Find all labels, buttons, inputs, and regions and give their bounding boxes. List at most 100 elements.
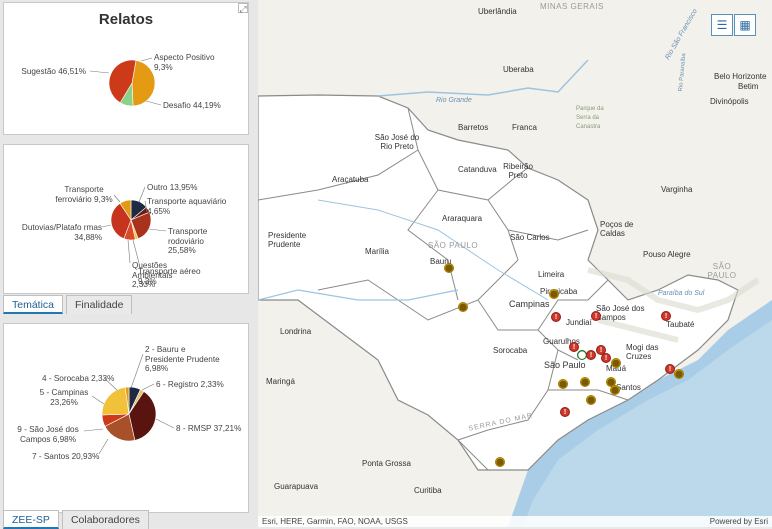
map-marker[interactable]: ⬤ [610, 385, 620, 395]
zee-pie-chart[interactable] [4, 324, 250, 514]
map-marker[interactable]: ⬤ [558, 379, 568, 389]
leader-line [138, 186, 146, 203]
leader-line [144, 200, 148, 213]
label-outro: Outro 13,95% [147, 183, 198, 192]
map-city-limeira: Limeira [538, 270, 565, 279]
map-marker[interactable]: ⬤ [549, 289, 559, 299]
map-city-londrina: Londrina [280, 327, 312, 336]
map-city-saopaulo: São Paulo [544, 360, 586, 370]
map-river-paraiba: Paraíba do Sul [658, 290, 705, 297]
label-sjc: 9 - São José dos Campos 6,98% [17, 425, 79, 444]
map-city-guarapuava: Guarapuava [274, 482, 319, 491]
map-city-pousoalegre: Pouso Alegre [643, 250, 691, 259]
leader-line [148, 228, 167, 232]
map-city-uberaba: Uberaba [503, 65, 534, 74]
powered-by-esri[interactable]: Powered by Esri [709, 517, 768, 526]
map-marker[interactable]: ! [586, 350, 596, 360]
leader-line [132, 239, 140, 264]
map-marker[interactable]: ⬤ [458, 302, 468, 312]
relatos-chart-panel: Relatos ⤢ Sugestão 46,51% Aspecto Positi… [3, 2, 249, 135]
label-santos: 7 - Santos 20,93% [32, 452, 100, 461]
map-city-guarulhos: Guarulhos [543, 337, 580, 346]
basemap-button[interactable]: ▦ [734, 14, 756, 36]
map-marker[interactable]: ! [560, 407, 570, 417]
pie-slice-7-santos[interactable] [104, 413, 136, 442]
map-city-araraquara: Araraquara [442, 214, 483, 223]
map-marker[interactable]: ! [601, 353, 611, 363]
map-city-bauru: Bauru [430, 257, 452, 266]
leader-line [103, 377, 118, 391]
map-marker[interactable]: ⬤ [580, 377, 590, 387]
map-city-pp: Presidente Prudente [268, 231, 307, 249]
map-river-riogrande: Rio Grande [436, 97, 472, 104]
rio-tiete [317, 199, 549, 301]
left-panel: Relatos ⤢ Sugestão 46,51% Aspecto Positi… [0, 0, 258, 529]
pie-slice-transporte-ferrovi-rio[interactable] [119, 199, 132, 221]
map-marker[interactable]: ⬤ [611, 358, 621, 368]
relatos-pie-chart[interactable] [4, 3, 250, 136]
label-desafio: Desafio 44,19% [163, 101, 221, 110]
pie-slice-transporte-rodovi-rio[interactable] [130, 211, 152, 240]
pie-slice-dutovias-plataformas[interactable] [110, 202, 132, 240]
map-city-santos: Santos [616, 383, 641, 392]
pie-slice-sugest-o[interactable] [131, 60, 156, 107]
leader-line [113, 194, 121, 203]
legend-button[interactable]: ☰ [711, 14, 733, 36]
tab-finalidade[interactable]: Finalidade [66, 295, 133, 314]
tabs-chart-group-1: Temática Finalidade [3, 295, 133, 314]
leader-line [91, 395, 105, 405]
map-city-varginha: Varginha [661, 185, 693, 194]
map-city-sorocaba: Sorocaba [493, 346, 528, 355]
map-view[interactable]: Uberlândia MINAS GERAIS Uberaba Rio Gran… [258, 0, 772, 527]
leader-line [145, 100, 162, 106]
label-aspecto-positivo: Aspecto Positivo 9,3% [154, 53, 215, 72]
basemap [258, 59, 772, 527]
leader-line [89, 70, 110, 74]
label-registro: 6 - Registro 2,33% [156, 380, 224, 389]
leader-line [130, 353, 144, 389]
pie-slice-desafio[interactable] [108, 59, 137, 104]
list-icon: ☰ [716, 18, 728, 32]
label-ferroviario: Transporte ferroviário 9,3% [55, 185, 113, 204]
tab-colaboradores[interactable]: Colaboradores [61, 510, 149, 529]
map-city-betim: Betim [738, 82, 759, 91]
map-city-maringa: Maringá [266, 377, 295, 386]
map-city-sjcampos: São José dos Campos [596, 304, 645, 322]
rio-grande [377, 59, 589, 97]
zee-chart-panel: 2 - Bauru e Presidente Prudente 6,98% 6 … [3, 323, 249, 513]
region-lines [258, 107, 629, 471]
map-city-saocarlos: São Carlos [510, 233, 550, 242]
pie-slice-4-sorocaba[interactable] [124, 386, 130, 415]
map-marker[interactable]: ⬤ [495, 457, 505, 467]
expand-icon[interactable]: ⤢ [238, 3, 248, 14]
tab-tematica[interactable]: Temática [3, 295, 64, 314]
ocean-shallow [523, 320, 772, 527]
map-marker[interactable]: ⬤ [586, 395, 596, 405]
map-marker[interactable]: ! [591, 311, 601, 321]
map-marker[interactable]: ! [569, 342, 579, 352]
map-marker[interactable]: ⬤ [674, 369, 684, 379]
tematica-pie-chart[interactable] [4, 145, 250, 295]
map-city-aracatuba: Araçatuba [332, 175, 369, 184]
rio-paranapanema [258, 289, 459, 301]
pie-slice-5-campinas[interactable] [101, 386, 130, 416]
map-city-ribeirao: Ribeirão Preto [503, 162, 533, 180]
map-state-sp2: SÃO PAULO [707, 262, 737, 280]
map-city-sjrp: São José do Rio Preto [374, 133, 420, 151]
map-state-mg: MINAS GERAIS [540, 2, 604, 11]
tab-zee-sp[interactable]: ZEE-SP [3, 510, 59, 529]
label-rodoviario: Transporte rodoviário 25,58% [168, 227, 208, 255]
map-marker[interactable]: ⬤ [444, 263, 454, 273]
map-city-taubate: Taubaté [666, 320, 695, 329]
label-aquaviario: Transporte aquaviário 4,65% [147, 197, 227, 216]
map-city-maua: Mauá [606, 364, 626, 373]
map-marker[interactable]: ! [551, 312, 561, 322]
label-aereo: Transporte aéreo 9,3% [138, 267, 201, 286]
map-marker[interactable]: ! [665, 364, 675, 374]
tematica-chart-panel: Outro 13,95% Transporte aquaviário 4,65%… [3, 144, 249, 294]
pie-slice-8-rmsp[interactable] [128, 391, 157, 441]
leader-line [155, 418, 175, 429]
map-marker[interactable]: ! [661, 311, 671, 321]
map-city-barretos: Barretos [458, 123, 489, 132]
label-dutovias: Dutovias/Platafo rmas 34,88% [21, 223, 102, 242]
